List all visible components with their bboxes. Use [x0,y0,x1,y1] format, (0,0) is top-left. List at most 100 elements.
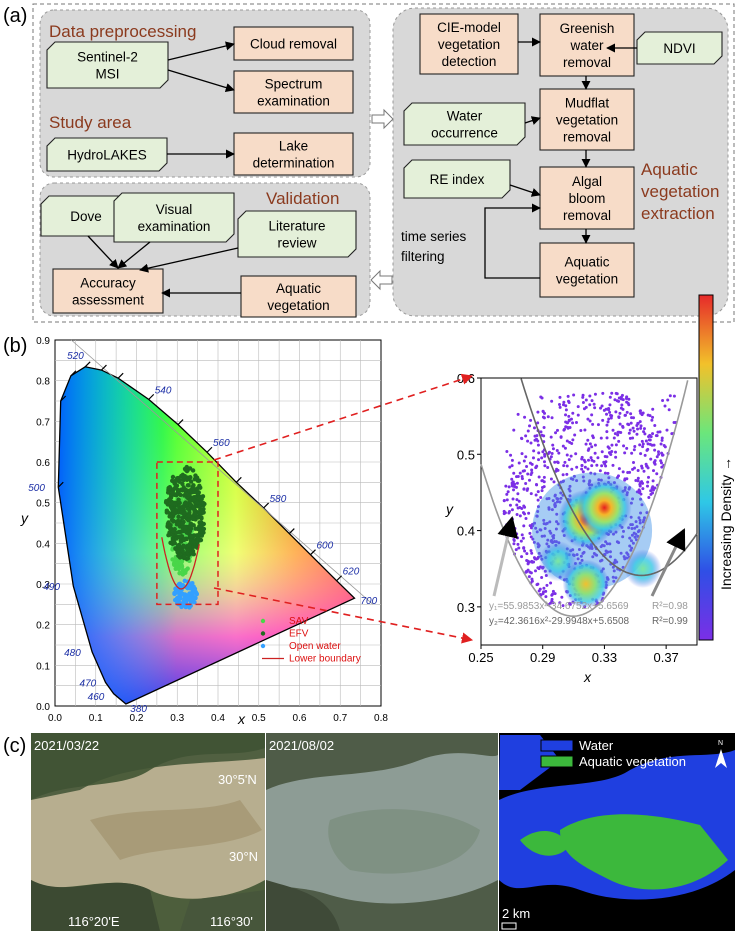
data-point [191,551,196,557]
panel-label-c: (c) [3,735,26,757]
density-point [551,589,555,593]
density-point [627,403,631,407]
density-point [532,449,536,453]
x-tick-label: 0.37 [653,650,678,665]
flow-box-label: Mudflat vegetation removal [556,96,618,145]
fit-equation-1: y₁=55.9853x²-34.6752x+5.6569 [489,601,629,612]
density-point [571,438,575,442]
density-point [612,569,616,573]
density-point [614,443,618,447]
density-point [660,453,664,457]
density-point [535,483,539,487]
density-point [536,510,540,514]
density-point [605,412,609,416]
x-tick-label: 0.1 [89,713,103,724]
density-point [546,465,550,469]
data-point [201,526,207,532]
density-point [628,486,632,490]
fit-r2-2: R²=0.99 [652,616,688,627]
density-point [579,554,583,558]
data-point [177,581,183,586]
flow-box-label: Aquatic vegetation [556,255,618,287]
data-point [164,499,169,504]
density-point [619,395,623,399]
legend-entry: EFV [289,629,309,640]
density-point [535,434,539,438]
density-point [632,429,636,433]
legend-label-water: Water [579,738,614,753]
density-point [645,484,649,488]
density-point [603,471,607,475]
data-point [180,568,186,573]
data-point [176,499,181,504]
wavelength-label: 470 [80,678,97,689]
flow-box-hydrolakes: HydroLAKES [46,137,168,172]
density-point [606,550,610,554]
data-point [193,526,198,531]
density-point [524,455,528,459]
data-point [170,490,175,495]
density-point [616,433,620,437]
density-point [562,400,566,404]
density-point [586,467,590,471]
flow-box-literature: Literature review [237,210,357,258]
lon-116-20-label: 116°20'E [68,914,120,929]
density-point [542,475,546,479]
data-point [170,474,176,480]
density-point [542,485,546,489]
density-point [517,499,521,503]
data-point [177,570,183,576]
density-point [553,460,557,464]
density-point [624,397,628,401]
density-point [565,453,569,457]
density-point [653,423,657,427]
data-point [192,600,197,605]
density-point [605,455,609,459]
density-point [510,508,514,512]
density-point [639,481,643,485]
data-point [184,468,190,474]
density-point [520,452,524,456]
density-point [535,464,539,468]
data-point [187,525,193,530]
density-point [593,392,597,396]
density-point [554,431,558,435]
density-point [607,417,611,421]
density-point [623,486,627,490]
density-point [651,415,655,419]
density-point [547,496,551,500]
density-point [588,403,592,407]
density-point [581,551,585,555]
density-point [581,470,585,474]
wavelength-label: 700 [361,596,378,607]
density-point [536,505,540,509]
density-point [629,421,633,425]
flow-box-lake: Lake determination [233,132,354,176]
density-point [579,428,583,432]
legend-swatch-aquatic-vegetation [540,755,574,768]
data-point [187,492,192,498]
density-point [591,422,595,426]
aquatic-vegetation-extraction-title: Aquatic vegetation extraction [641,160,724,223]
density-point [611,428,615,432]
data-point [168,522,173,528]
flow-box-label: Sentinel-2 MSI [77,50,138,82]
y-tick-label: 0.4 [457,524,475,539]
data-point [177,479,182,484]
data-point [171,511,177,516]
density-point [542,522,546,526]
density-point [507,511,511,515]
density-point [571,477,575,481]
density-point [522,487,526,491]
density-point [630,451,634,455]
data-point [180,515,185,521]
density-point [636,534,640,538]
density-point [524,434,528,438]
density-point [593,443,597,447]
density-point [628,544,632,548]
density-point [647,475,651,479]
data-point [178,492,183,498]
density-point [530,471,534,475]
density-peak [577,479,632,537]
density-point [586,417,590,421]
